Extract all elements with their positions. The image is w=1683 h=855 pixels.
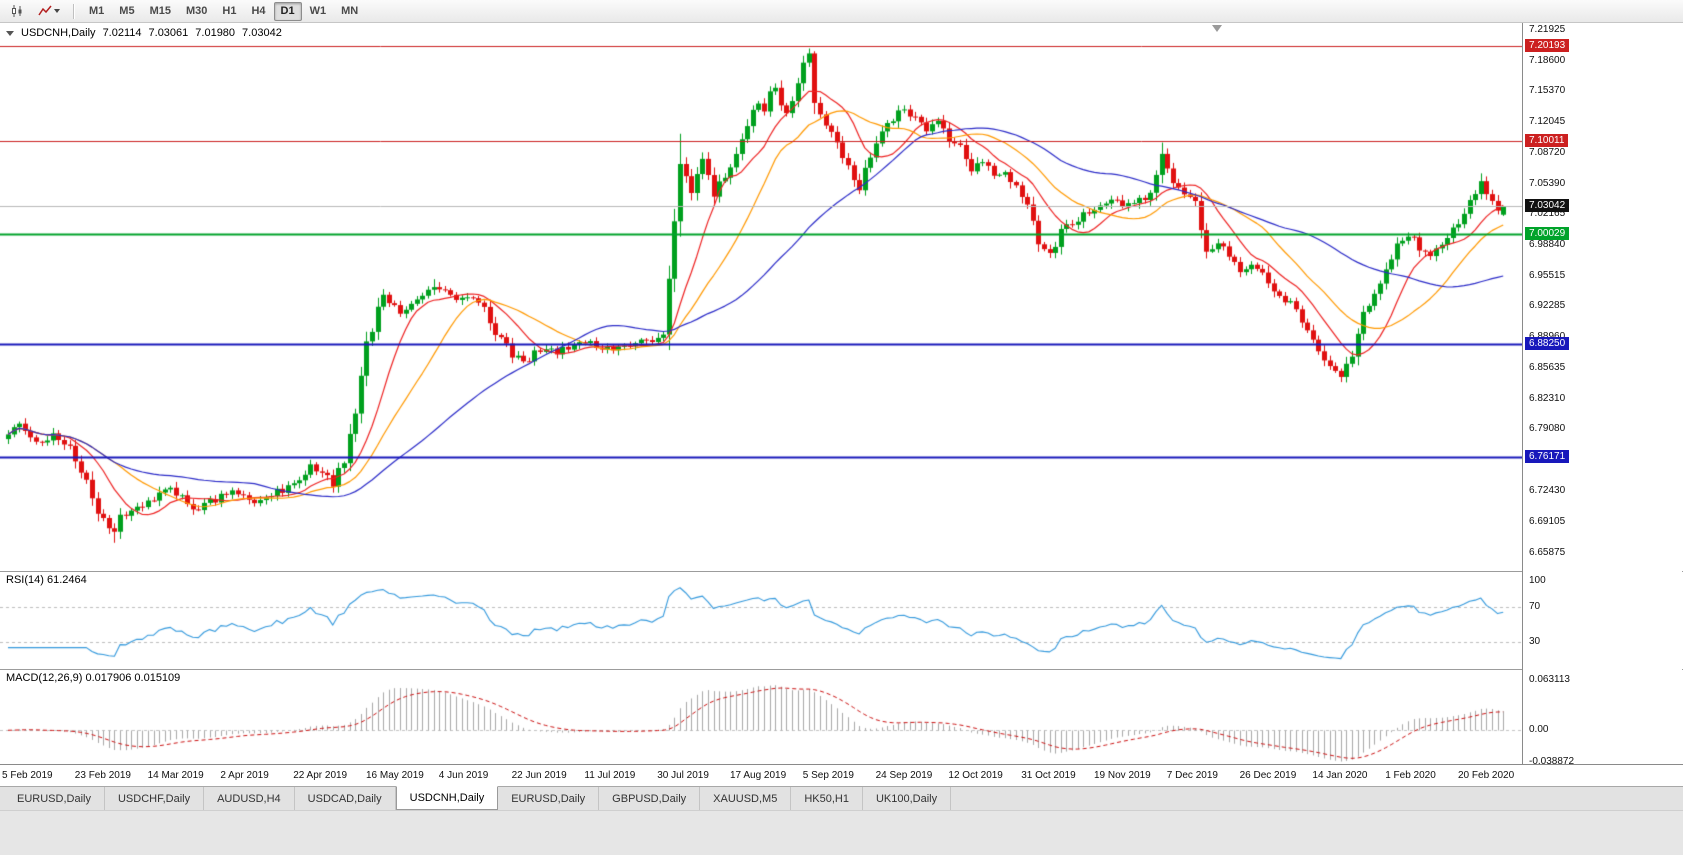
timeframe-m15-button[interactable]: M15 [149,5,171,17]
price-scale[interactable]: 7.21925 7.18600 7.15370 7.12045 7.08720 7.053… [1522,23,1682,767]
price-scale-tick: 7.08720 [1529,147,1566,159]
chart-tab-xauusd-m5-7[interactable]: XAUUSD,M5 [700,787,792,810]
price-scale-tick: 7.21925 [1529,24,1566,35]
price-scale-tick: 6.79080 [1529,423,1566,435]
price-level-badge: 7.10011 [1525,134,1569,148]
date-axis-label: 19 Nov 2019 [1094,770,1151,781]
date-axis-label: 7 Dec 2019 [1166,770,1218,781]
price-level-badge: 7.20193 [1525,39,1570,53]
price-level-badge: 7.00029 [1525,227,1570,241]
date-axis-label: 4 Jun 2019 [438,770,489,781]
date-axis-label: 17 Aug 2019 [730,770,787,781]
price-scale-tick: 7.02165 [1529,208,1566,220]
ohlc-high: 7.03061 [148,27,189,39]
date-axis-label: 14 Jan 2020 [1312,770,1368,781]
date-axis-label: 2 Apr 2019 [220,770,269,781]
price-scale-tick: 6.85635 [1529,362,1566,374]
time-scale[interactable]: 5 Feb 2019 23 Feb 2019 14 Mar 2019 2 Apr 20… [0,764,1683,786]
date-axis-label: 11 Jul 2019 [584,770,636,781]
macd-scale-tick: 0.00 [1529,724,1549,736]
date-axis-label: 30 Jul 2019 [657,770,709,781]
collapse-panel-icon[interactable] [6,30,14,36]
chart-tab-hk50-h1-8[interactable]: HK50,H1 [791,787,863,810]
rsi-scale-tick: 30 [1529,635,1541,647]
timeframe-w1-button[interactable]: W1 [309,5,327,17]
chart-window: USDCNH,Daily 7.02114 7.03061 7.01980 7.0… [0,23,1683,786]
date-axis-label: 5 Sep 2019 [802,770,854,781]
rsi-scale-tick: 100 [1529,574,1546,586]
chart-tab-eurusd-daily-5[interactable]: EURUSD,Daily [498,787,600,810]
date-axis-label: 16 May 2019 [366,770,424,781]
candlestick-chart-icon [12,5,22,17]
rsi-scale-tick: 70 [1529,600,1541,612]
date-axis-label: 1 Feb 2020 [1385,770,1436,781]
rsi-indicator-label: RSI(14) 61.2464 [6,574,87,586]
ohlc-low: 7.01980 [195,27,236,39]
timeframe-d1-button[interactable]: D1 [273,1,302,21]
date-axis-label: 5 Feb 2019 [2,770,53,781]
macd-indicator-label: MACD(12,26,9) 0.017906 0.015109 [6,672,181,684]
price-level-badge: 6.88250 [1525,336,1570,350]
chart-tab-bar: EURUSD,Daily USDCHF,Daily AUDUSD,H4 USDCAD,… [0,786,1683,810]
rsi-macd-pane-separator[interactable] [0,669,1683,670]
current-price-badge: 7.03042 [1525,199,1570,213]
date-axis-label: 14 Mar 2019 [147,770,204,781]
date-axis-label: 23 Feb 2019 [74,770,131,781]
chart-tab-eurusd-daily-0[interactable]: EURUSD,Daily [4,787,105,810]
price-scale-tick: 7.15370 [1529,85,1566,97]
chart-tab-usdcad-daily-3[interactable]: USDCAD,Daily [294,787,396,810]
chart-tab-audusd-h4-2[interactable]: AUDUSD,H4 [204,787,295,810]
price-scale-tick: 6.88960 [1529,332,1565,342]
macd-scale-tick: 0.063113 [1529,673,1570,685]
price-scale-tick: 6.65875 [1529,546,1566,558]
workspace-filler [0,810,1683,855]
dropdown-caret-icon [54,9,60,13]
indicator-line-icon [38,5,52,16]
price-scale-tick: 6.92285 [1529,300,1566,312]
price-scale-tick: 6.98840 [1529,239,1566,251]
timeframe-m1-button[interactable]: M1 [89,5,105,17]
top-toolbar: M1 M5 M15 M30 H1 H4 D1 W1 MN [0,0,1683,23]
price-scale-tick: 6.82310 [1529,393,1566,405]
price-scale-tick: 7.12045 [1529,116,1566,128]
timeframe-m30-button[interactable]: M30 [185,5,208,17]
chart-tab-gbpusd-daily-6[interactable]: GBPUSD,Daily [599,787,701,810]
price-level-badge: 6.76171 [1525,449,1570,463]
symbol-period-label: USDCNH,Daily [21,27,96,39]
date-axis-label: 22 Apr 2019 [293,770,348,781]
chart-type-button[interactable] [4,1,30,21]
chart-shift-marker [1212,25,1222,32]
main-rsi-pane-separator[interactable] [0,571,1683,572]
ohlc-open: 7.02114 [102,27,142,39]
indicators-dropdown-button[interactable] [32,1,66,21]
timeframe-mn-button[interactable]: MN [341,5,359,17]
timeframe-h1-button[interactable]: H1 [222,5,237,17]
timeframe-h4-button[interactable]: H4 [251,5,266,17]
chart-tab-usdchf-daily-1[interactable]: USDCHF,Daily [104,787,205,810]
price-scale-tick: 6.69105 [1529,516,1566,528]
price-scale-tick: 7.18600 [1529,55,1566,66]
date-axis-label: 24 Sep 2019 [875,770,933,781]
chart-tab-uk100-daily-9[interactable]: UK100,Daily [862,787,952,810]
date-axis-label: 20 Feb 2020 [1458,770,1515,781]
price-scale-tick: 7.05390 [1529,178,1566,190]
timeframe-button-group: M1 M5 M15 M30 H1 H4 D1 W1 MN [82,1,365,21]
price-scale-tick: 6.72430 [1529,485,1566,497]
date-axis-label: 26 Dec 2019 [1239,770,1297,781]
date-axis-label: 31 Oct 2019 [1021,770,1076,781]
timeframe-m5-button[interactable]: M5 [119,5,135,17]
date-axis-label: 12 Oct 2019 [948,770,1003,781]
chart-tab-usdcnh-daily-4[interactable]: USDCNH,Daily [395,786,499,810]
chart-header: USDCNH,Daily 7.02114 7.03061 7.01980 7.0… [6,27,282,39]
macd-scale-tick: -0.038872 [1529,755,1575,767]
toolbar-separator [73,3,75,19]
price-chart-canvas[interactable] [0,23,1522,764]
ohlc-close: 7.03042 [242,27,282,39]
price-scale-tick: 6.95515 [1529,270,1566,282]
date-axis-label: 22 Jun 2019 [511,770,567,781]
